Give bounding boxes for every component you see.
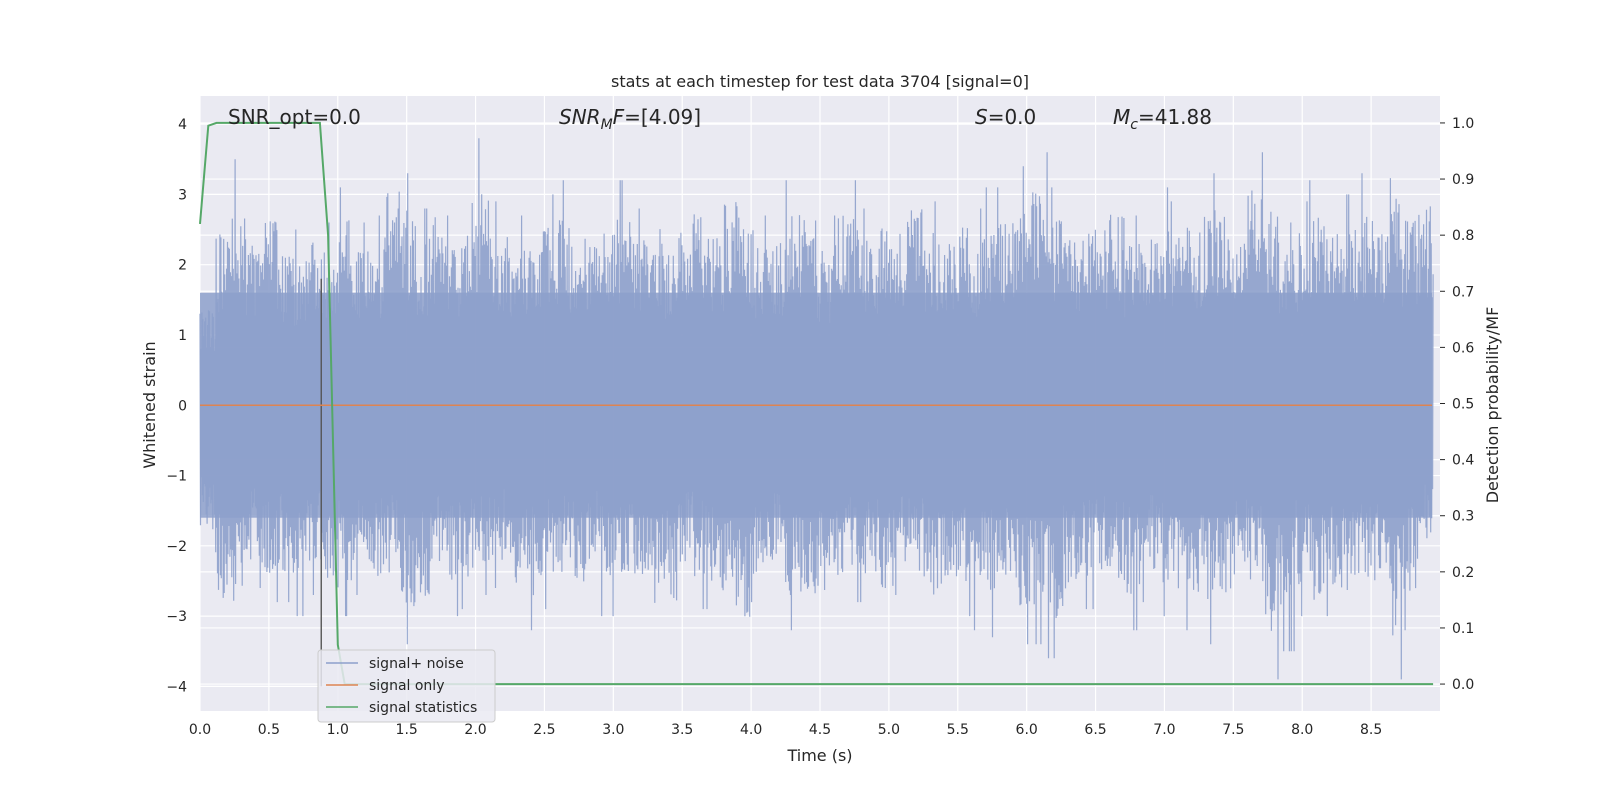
x-tick-label: 2.5 [533, 722, 555, 738]
legend-label-signal-only: signal only [369, 678, 444, 694]
y-left-tick-label: 2 [178, 258, 187, 274]
signal-noise-line [199, 138, 1434, 680]
x-tick-label: 1.5 [396, 722, 418, 738]
y-left-axis-label: Whitened strain [140, 341, 159, 468]
snr-mf-annotation: SNRMF=[4.09] [559, 105, 701, 133]
y-right-tick-label: 0.9 [1452, 172, 1474, 188]
legend-label-signal-noise: signal+ noise [369, 656, 464, 672]
mc-label: M [1113, 105, 1130, 129]
y-right-tick-label: 0.6 [1452, 340, 1474, 356]
x-tick-label: 6.5 [1084, 722, 1106, 738]
x-tick-label: 3.5 [671, 722, 693, 738]
x-tick-label: 6.0 [1016, 722, 1038, 738]
y-left-tick-label: 0 [178, 398, 187, 414]
snr-opt-annotation: SNR_opt=0.0 [228, 105, 361, 129]
x-tick-label: 3.0 [602, 722, 624, 738]
y-left-tick-label: −3 [166, 609, 187, 625]
mc-sub: c [1130, 117, 1138, 133]
x-tick-label: 0.0 [189, 722, 211, 738]
y-right-ticks: 0.0 0.1 0.2 0.3 0.4 0.5 0.6 0.7 0.8 0.9 1.0 [1440, 116, 1474, 693]
legend-label-signal-statistics: signal statistics [369, 700, 477, 716]
y-right-tick-label: 0.3 [1452, 509, 1474, 525]
mc-value: =41.88 [1138, 105, 1212, 129]
legend: signal+ noise signal only signal statist… [317, 649, 496, 723]
series-layer [199, 121, 1434, 687]
x-tick-label: 8.0 [1291, 722, 1313, 738]
y-right-tick-label: 0.7 [1452, 284, 1474, 300]
y-left-tick-label: 1 [178, 328, 187, 344]
s-value: =0.0 [988, 105, 1037, 129]
y-right-tick-label: 0.8 [1452, 228, 1474, 244]
s-label: S [975, 105, 988, 129]
y-right-tick-label: 1.0 [1452, 116, 1474, 132]
y-right-tick-label: 0.4 [1452, 453, 1474, 469]
s-annotation: S=0.0 [975, 105, 1036, 129]
y-right-tick-label: 0.1 [1452, 621, 1474, 637]
y-left-tick-label: 3 [178, 187, 187, 203]
legend-box [317, 649, 496, 723]
x-tick-label: 1.0 [327, 722, 349, 738]
x-tick-label: 4.0 [740, 722, 762, 738]
mc-annotation: Mc=41.88 [1113, 105, 1212, 133]
y-left-ticks: −4 −3 −2 −1 0 1 2 3 4 [166, 117, 187, 695]
x-tick-label: 5.0 [878, 722, 900, 738]
x-tick-label: 5.5 [947, 722, 969, 738]
snr-mf-rest: F [613, 105, 625, 129]
y-right-tick-label: 0.2 [1452, 565, 1474, 581]
x-tick-label: 7.5 [1222, 722, 1244, 738]
x-tick-label: 2.0 [464, 722, 486, 738]
x-tick-label: 8.5 [1360, 722, 1382, 738]
y-left-tick-label: 4 [178, 117, 187, 133]
snr-mf-label: SNR [559, 105, 601, 129]
x-tick-label: 7.0 [1153, 722, 1175, 738]
y-left-tick-label: −4 [166, 679, 187, 695]
snr-mf-value: =[4.09] [624, 105, 701, 129]
x-tick-label: 4.5 [809, 722, 831, 738]
y-right-tick-label: 0.0 [1452, 677, 1474, 693]
signal-statistics-line [199, 121, 1434, 686]
x-axis-label: Time (s) [786, 746, 852, 765]
y-left-tick-label: −2 [166, 539, 187, 555]
y-right-axis-label: Detection probability/MF [1483, 307, 1502, 504]
y-left-tick-label: −1 [166, 469, 187, 485]
x-ticks: 0.0 0.5 1.0 1.5 2.0 2.5 3.0 3.5 4.0 4.5 5.0 5.5 6.0 6… [189, 722, 1382, 738]
x-tick-label: 0.5 [258, 722, 280, 738]
snr-mf-sub: M [601, 117, 613, 133]
chart-title: stats at each timestep for test data 370… [611, 72, 1029, 91]
y-right-tick-label: 0.5 [1452, 397, 1474, 413]
